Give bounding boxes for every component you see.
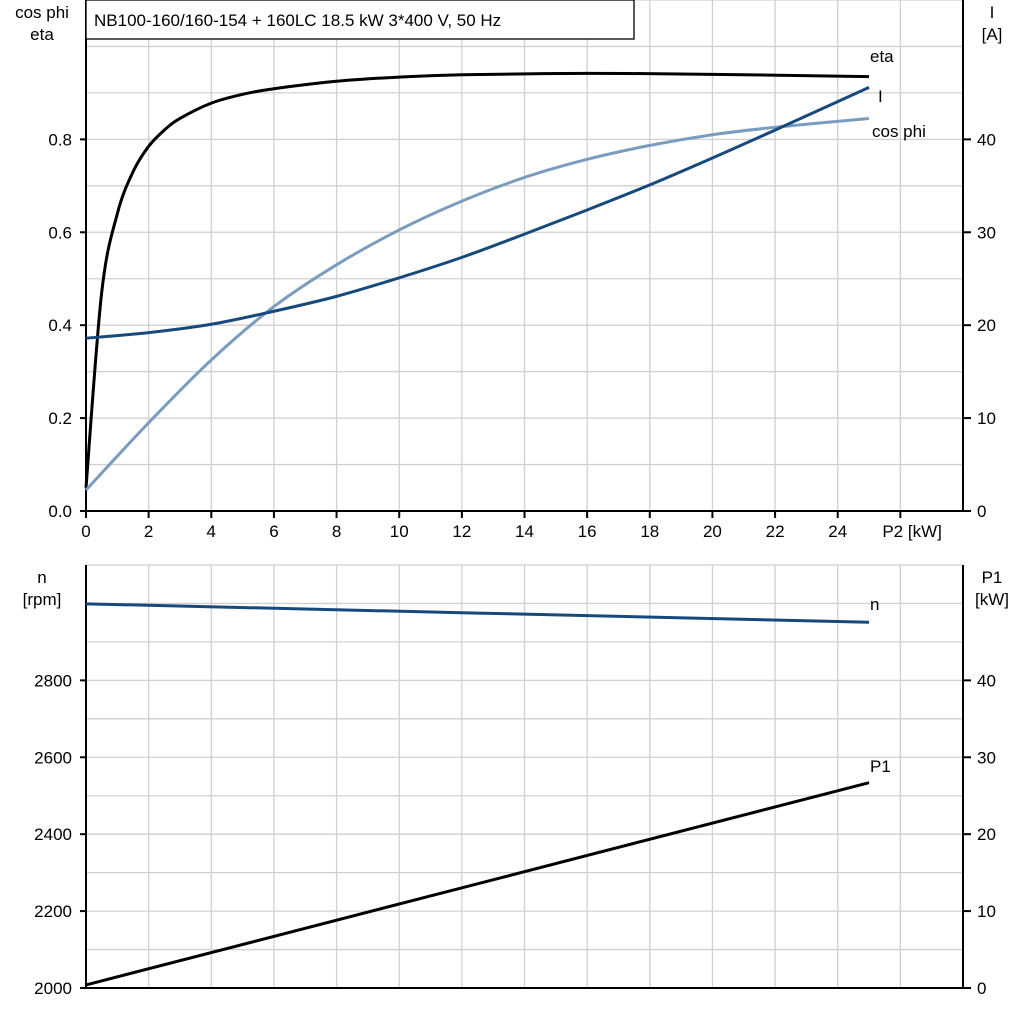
y-axis-label-left: eta: [30, 25, 54, 44]
series-line-n: [85, 602, 870, 624]
x-tick-label: 4: [207, 522, 216, 541]
y-tick-label-left: 0.4: [48, 316, 72, 335]
series-label: eta: [870, 47, 894, 66]
series-line-cos-phi: [84, 116, 870, 492]
y-tick-label-left: 0.6: [48, 223, 72, 242]
y-tick-label-right: 40: [977, 130, 996, 149]
y-tick-label-right: 30: [977, 223, 996, 242]
y-axis-label-left: n: [37, 568, 46, 587]
y-axis-label-left: [rpm]: [23, 590, 62, 609]
y-axis-label-right: [kW]: [975, 590, 1009, 609]
chart-title: NB100-160/160-154 + 160LC 18.5 kW 3*400 …: [94, 11, 501, 30]
y-tick-label-left: 0.0: [48, 502, 72, 521]
x-axis-label: P2 [kW]: [882, 522, 942, 541]
series-label: I: [878, 87, 883, 106]
y-axis-label-right: I: [990, 3, 995, 22]
series-line-i: [85, 85, 870, 340]
y-tick-label-right: 20: [977, 825, 996, 844]
y-axis-label-right: [A]: [982, 25, 1003, 44]
x-tick-label: 18: [640, 522, 659, 541]
series-line-p1: [85, 781, 870, 987]
y-tick-label-right: 10: [977, 409, 996, 428]
x-tick-label: 8: [332, 522, 341, 541]
x-tick-label: 10: [390, 522, 409, 541]
series-label: n: [870, 595, 879, 614]
x-tick-label: 12: [452, 522, 471, 541]
series-label: cos phi: [872, 122, 926, 141]
y-axis-label-right: P1: [982, 568, 1003, 587]
y-tick-label-right: 10: [977, 902, 996, 921]
y-tick-label-right: 0: [977, 502, 986, 521]
y-tick-label-right: 20: [977, 316, 996, 335]
x-tick-label: 22: [766, 522, 785, 541]
y-tick-label-left: 2400: [34, 825, 72, 844]
y-axis-label-left: cos phi: [15, 3, 69, 22]
x-tick-label: 0: [81, 522, 90, 541]
y-tick-label-left: 2600: [34, 748, 72, 767]
y-tick-label-right: 40: [977, 671, 996, 690]
x-tick-label: 16: [578, 522, 597, 541]
x-tick-label: 24: [828, 522, 847, 541]
series-label: P1: [870, 757, 891, 776]
y-tick-label-right: 0: [977, 979, 986, 998]
x-tick-label: 20: [703, 522, 722, 541]
y-tick-label-left: 0.8: [48, 130, 72, 149]
y-tick-label-right: 30: [977, 748, 996, 767]
y-tick-label-left: 2200: [34, 902, 72, 921]
series-line-eta: [84, 71, 870, 488]
title-box: [85, 0, 635, 40]
x-tick-label: 14: [515, 522, 534, 541]
y-tick-label-left: 0.2: [48, 409, 72, 428]
y-tick-label-left: 2000: [34, 979, 72, 998]
y-tick-label-left: 2800: [34, 671, 72, 690]
x-tick-label: 6: [269, 522, 278, 541]
bottom-plot: 2000 2200 2400 2600 2800 0 10 20 30 40 n [rpm] P1 [kW…: [23, 564, 1009, 998]
x-tick-label: 2: [144, 522, 153, 541]
